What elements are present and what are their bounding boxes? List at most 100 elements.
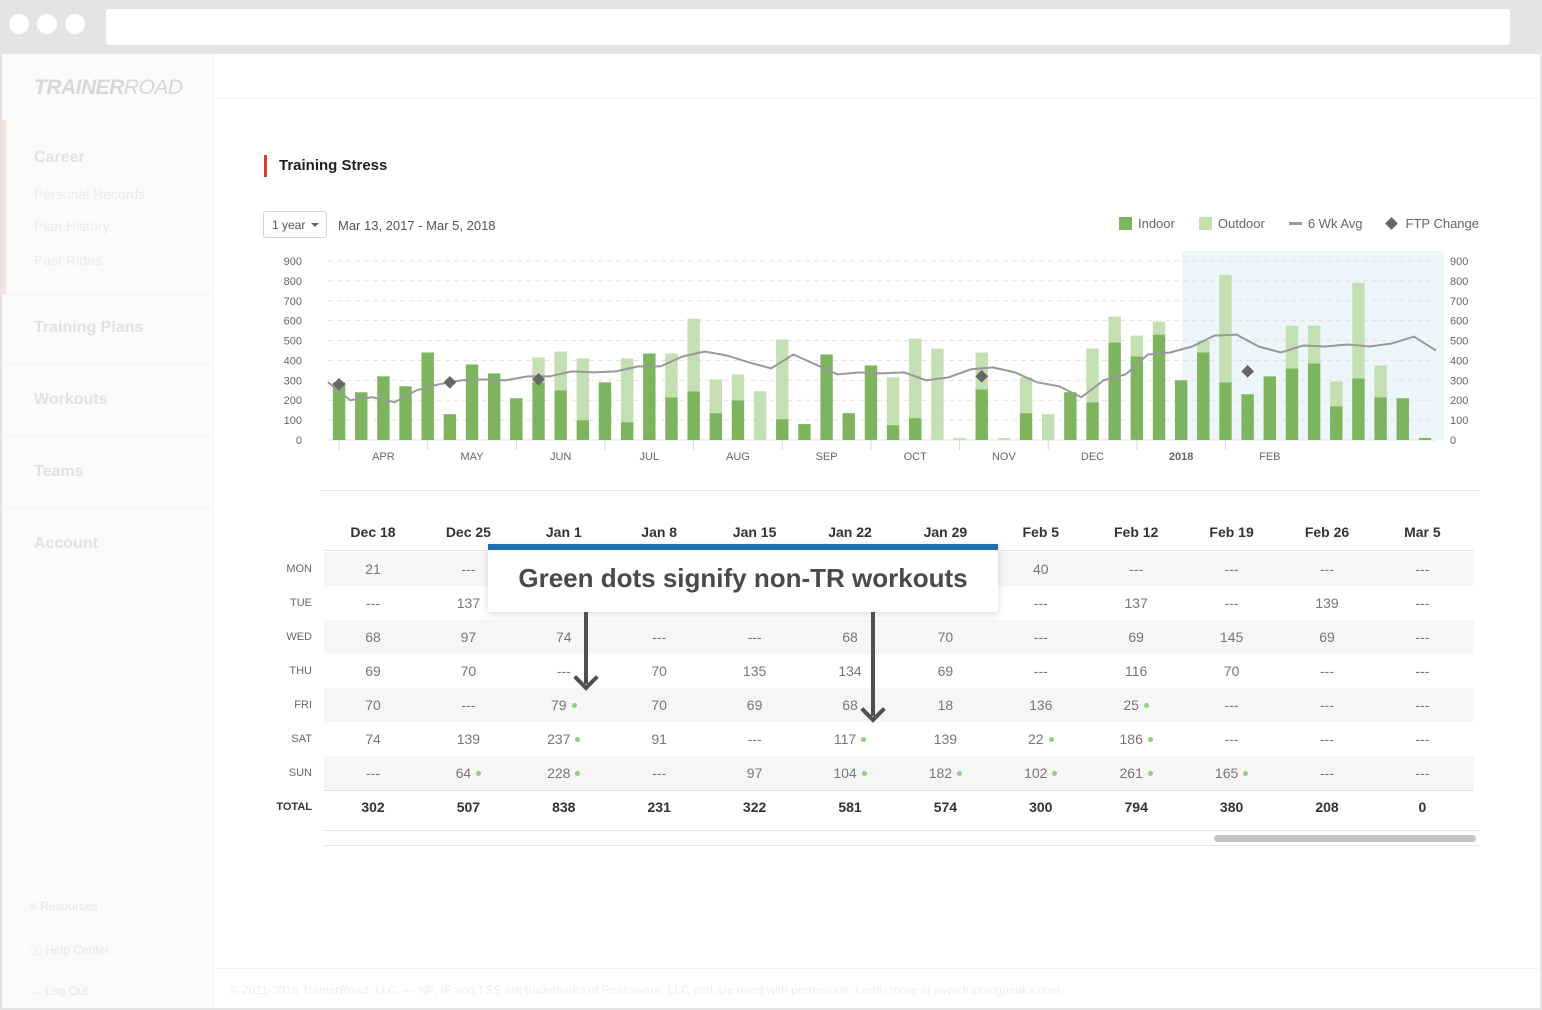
legend-item-ftp-change[interactable]: FTP Change xyxy=(1384,216,1479,231)
table-cell[interactable]: 135 xyxy=(707,663,803,679)
table-cell[interactable]: --- xyxy=(1374,663,1470,679)
table-cell[interactable]: 68 xyxy=(802,629,898,645)
week-header[interactable]: Jan 22 xyxy=(828,524,872,540)
table-cell[interactable]: --- xyxy=(420,561,516,577)
table-cell[interactable]: 139 xyxy=(420,731,516,747)
table-cell[interactable]: 186 xyxy=(1088,731,1184,747)
week-header[interactable]: Jan 8 xyxy=(641,524,678,540)
week-header[interactable]: Jan 1 xyxy=(545,524,582,540)
table-cell[interactable]: 74 xyxy=(325,731,421,747)
week-header[interactable]: Feb 26 xyxy=(1304,524,1350,540)
table-cell[interactable]: --- xyxy=(611,765,707,781)
week-header[interactable]: Jan 29 xyxy=(923,524,968,540)
table-cell[interactable]: 139 xyxy=(1279,595,1375,611)
table-cell[interactable]: --- xyxy=(707,629,803,645)
table-cell[interactable]: --- xyxy=(1374,629,1470,645)
sidebar-item-career[interactable]: Career xyxy=(34,149,85,166)
table-cell[interactable]: 70 xyxy=(611,663,707,679)
trainerroad-logo[interactable]: TRAINERROAD xyxy=(34,76,183,100)
table-cell[interactable]: --- xyxy=(1088,561,1184,577)
table-cell[interactable]: --- xyxy=(1279,561,1375,577)
week-header[interactable]: Dec 25 xyxy=(445,524,491,540)
window-maximize-dot[interactable] xyxy=(65,14,85,34)
table-cell[interactable]: 70 xyxy=(420,663,516,679)
table-cell[interactable]: 97 xyxy=(707,765,803,781)
range-select[interactable]: 1 year xyxy=(263,211,327,238)
table-cell[interactable]: 69 xyxy=(707,697,803,713)
sidebar-link-resources[interactable]: ≡ Resources xyxy=(30,899,98,913)
table-cell[interactable]: 25 xyxy=(1088,697,1184,713)
table-cell[interactable]: --- xyxy=(1374,731,1470,747)
table-cell[interactable]: --- xyxy=(1279,765,1375,781)
table-cell[interactable]: 70 xyxy=(611,697,707,713)
table-cell[interactable]: 182 xyxy=(897,765,993,781)
table-cell[interactable]: 68 xyxy=(802,697,898,713)
table-cell[interactable]: --- xyxy=(1184,697,1280,713)
table-cell[interactable]: 134 xyxy=(802,663,898,679)
table-cell[interactable]: 18 xyxy=(897,697,993,713)
table-cell[interactable]: 74 xyxy=(516,629,612,645)
table-cell[interactable]: 69 xyxy=(897,663,993,679)
table-cell[interactable]: --- xyxy=(420,697,516,713)
table-scrollbar[interactable] xyxy=(324,830,1480,846)
scrollbar-thumb[interactable] xyxy=(1214,835,1476,842)
sidebar-item-past-rides[interactable]: Past Rides xyxy=(34,252,102,268)
table-cell[interactable]: --- xyxy=(707,731,803,747)
table-cell[interactable]: --- xyxy=(611,629,707,645)
legend-item-6wk-avg[interactable]: 6 Wk Avg xyxy=(1288,216,1363,231)
table-cell[interactable]: 261 xyxy=(1088,765,1184,781)
table-cell[interactable]: 139 xyxy=(897,731,993,747)
sidebar-link-log-out[interactable]: ← Log Out xyxy=(30,984,88,998)
table-cell[interactable]: --- xyxy=(1279,697,1375,713)
week-header[interactable]: Feb 5 xyxy=(1022,524,1060,540)
window-close-dot[interactable] xyxy=(9,14,29,34)
sidebar-link-help-center[interactable]: ⓘ Help Center xyxy=(30,941,109,958)
table-cell[interactable]: 165 xyxy=(1184,765,1280,781)
table-cell[interactable]: --- xyxy=(1184,561,1280,577)
table-cell[interactable]: 70 xyxy=(325,697,421,713)
legend-item-outdoor[interactable]: Outdoor xyxy=(1198,216,1265,231)
week-header[interactable]: Mar 5 xyxy=(1404,524,1441,540)
table-cell[interactable]: --- xyxy=(1374,765,1470,781)
table-cell[interactable]: 145 xyxy=(1184,629,1280,645)
sidebar-item-training-plans[interactable]: Training Plans xyxy=(34,319,144,336)
table-cell[interactable]: 69 xyxy=(1088,629,1184,645)
sidebar-item-teams[interactable]: Teams xyxy=(34,463,84,480)
sidebar-item-workouts[interactable]: Workouts xyxy=(34,391,108,408)
table-cell[interactable]: 228 xyxy=(516,765,612,781)
table-cell[interactable]: 97 xyxy=(420,629,516,645)
table-cell[interactable]: --- xyxy=(1184,731,1280,747)
training-stress-chart[interactable]: 0 0 100 100 200 200 300 300 400 400 500 500 600 600 70… xyxy=(214,244,1540,484)
sidebar-item-account[interactable]: Account xyxy=(34,535,98,552)
table-cell[interactable]: 116 xyxy=(1088,663,1184,679)
table-cell[interactable]: --- xyxy=(1184,595,1280,611)
table-cell[interactable]: --- xyxy=(993,629,1089,645)
table-cell[interactable]: --- xyxy=(1374,697,1470,713)
table-cell[interactable]: --- xyxy=(325,765,421,781)
table-cell[interactable]: 79 xyxy=(516,697,612,713)
table-cell[interactable]: 70 xyxy=(1184,663,1280,679)
table-cell[interactable]: 104 xyxy=(802,765,898,781)
window-minimize-dot[interactable] xyxy=(37,14,57,34)
table-cell[interactable]: 117 xyxy=(802,731,898,747)
sidebar-item-personal-records[interactable]: Personal Records xyxy=(34,186,146,202)
table-cell[interactable]: 69 xyxy=(325,663,421,679)
table-cell[interactable]: --- xyxy=(993,663,1089,679)
table-cell[interactable]: --- xyxy=(1374,595,1470,611)
table-cell[interactable]: 40 xyxy=(993,561,1089,577)
week-header[interactable]: Feb 12 xyxy=(1114,524,1159,540)
table-cell[interactable]: 136 xyxy=(993,697,1089,713)
table-cell[interactable]: 22 xyxy=(993,731,1089,747)
table-cell[interactable]: --- xyxy=(1279,663,1375,679)
table-cell[interactable]: 70 xyxy=(897,629,993,645)
table-cell[interactable]: 237 xyxy=(516,731,612,747)
table-cell[interactable]: 64 xyxy=(420,765,516,781)
week-header[interactable]: Jan 15 xyxy=(732,524,777,540)
table-cell[interactable]: --- xyxy=(516,663,612,679)
table-cell[interactable]: --- xyxy=(993,595,1089,611)
table-cell[interactable]: 21 xyxy=(325,561,421,577)
table-cell[interactable]: 68 xyxy=(325,629,421,645)
week-header[interactable]: Dec 18 xyxy=(350,524,396,540)
table-cell[interactable]: --- xyxy=(325,595,421,611)
table-cell[interactable]: --- xyxy=(1374,561,1470,577)
